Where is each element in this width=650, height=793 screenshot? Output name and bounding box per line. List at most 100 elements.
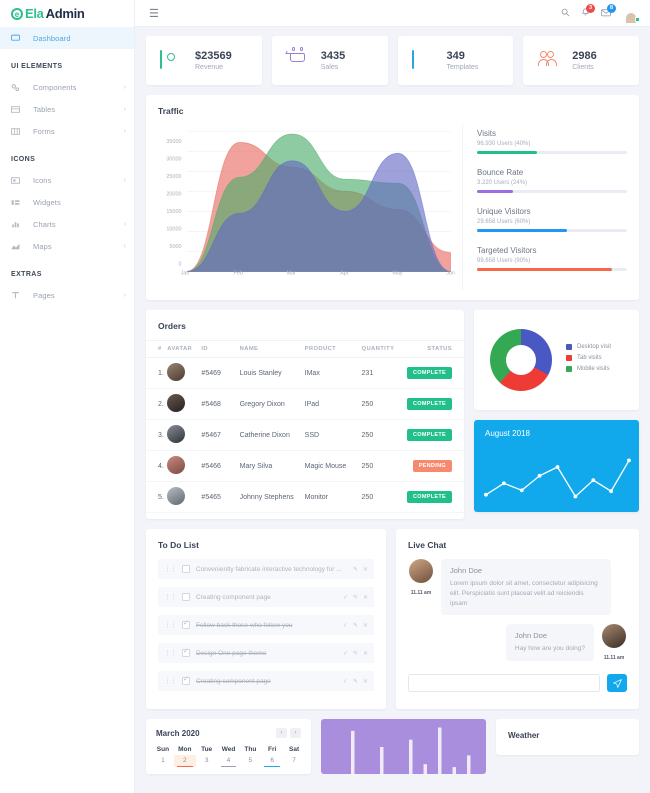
todo-text: Design One page theme: [196, 649, 267, 657]
list-item[interactable]: ⋮⋮ Conveniently fabricate interactive te…: [158, 559, 374, 579]
brand-text-secondary: Admin: [45, 6, 85, 21]
chevron-right-icon: ›: [123, 83, 126, 91]
table-row[interactable]: 5. #5465 Johnny Stephens Monitor 250 COM…: [146, 481, 464, 513]
edit-icon[interactable]: ✎: [352, 566, 358, 573]
stat-label: Revenue: [195, 64, 224, 71]
table-row[interactable]: 1. #5469 Louis Stanley IMax 231 COMPLETE: [146, 357, 464, 389]
chat-timestamp: 11.11 am: [410, 590, 432, 596]
row-product: IPad: [304, 388, 362, 420]
drag-handle-icon[interactable]: ⋮⋮: [164, 650, 177, 657]
check-icon[interactable]: ✓: [342, 678, 348, 685]
sidebar-item-components[interactable]: Components ›: [0, 76, 134, 98]
table-row[interactable]: 2. #5468 Gregory Dixon IPad 250 COMPLETE: [146, 388, 464, 420]
progress-subtitle: 96.930 Users (40%): [477, 141, 531, 147]
topbar-actions: 3 8: [561, 3, 640, 22]
row-avatar: [167, 450, 202, 482]
row-status: COMPLETE: [407, 388, 464, 420]
calendar-day[interactable]: 4: [218, 755, 240, 767]
drag-handle-icon[interactable]: ⋮⋮: [164, 594, 177, 601]
check-icon[interactable]: ✓: [342, 622, 348, 629]
todo-chat-row: To Do List ⋮⋮ Conveniently fabricate int…: [146, 529, 639, 709]
calendar-day[interactable]: 2: [173, 755, 196, 767]
search-icon[interactable]: [561, 8, 570, 19]
chat-title: Live Chat: [408, 540, 447, 550]
todo-checkbox[interactable]: [182, 675, 190, 685]
progress-track: [477, 229, 627, 232]
calendar-day[interactable]: 6: [261, 755, 283, 767]
close-icon[interactable]: ✕: [362, 650, 368, 657]
table-row[interactable]: 4. #5466 Mary Silva Magic Mouse 250 PEND…: [146, 450, 464, 482]
sidebar-item-charts[interactable]: Charts ›: [0, 213, 134, 235]
calendar-nav: ‹ ›: [276, 728, 301, 738]
list-item[interactable]: ⋮⋮ Follow back those who follow you ✓ ✎ …: [158, 615, 374, 635]
weather-title: Weather: [508, 731, 540, 740]
status-badge: PENDING: [412, 460, 452, 472]
envelope-icon[interactable]: 8: [601, 3, 616, 19]
stat-card-clients[interactable]: 2986 Clients: [523, 36, 639, 85]
calendar-day[interactable]: 1: [161, 757, 165, 764]
close-icon[interactable]: ✕: [362, 678, 368, 685]
calendar-dow: Fri: [268, 746, 277, 753]
edit-icon[interactable]: ✎: [352, 678, 358, 685]
drag-handle-icon[interactable]: ⋮⋮: [164, 566, 177, 573]
sidebar-section-icons: ICONS: [11, 156, 36, 163]
chevron-right-icon: ›: [123, 242, 126, 250]
calendar-next-button[interactable]: ›: [290, 728, 301, 738]
sidebar-item-widgets[interactable]: Widgets: [0, 191, 134, 213]
check-icon[interactable]: ✓: [342, 650, 348, 657]
check-icon[interactable]: ✓: [342, 594, 348, 601]
row-name: Mary Silva: [239, 450, 305, 482]
sidebar-item-pages[interactable]: Pages ›: [0, 284, 134, 306]
todo-text: Conveniently fabricate interactive techn…: [196, 565, 342, 573]
sidebar-item-tables[interactable]: Tables ›: [0, 98, 134, 120]
stat-card-sales[interactable]: 3435 Sales: [271, 36, 388, 85]
legend-label: Mobile visits: [577, 365, 610, 372]
hamburger-icon[interactable]: ☰: [149, 7, 159, 20]
stat-card-revenue[interactable]: $23569 Revenue: [146, 36, 262, 85]
avatar: [167, 487, 186, 505]
todo-checkbox[interactable]: [182, 593, 190, 601]
edit-icon[interactable]: ✎: [352, 594, 358, 601]
close-icon[interactable]: ✕: [362, 622, 368, 629]
brand-logo[interactable]: e Ela Admin: [0, 0, 134, 27]
avatar[interactable]: [622, 4, 640, 22]
drag-handle-icon[interactable]: ⋮⋮: [164, 622, 177, 629]
todo-title: To Do List: [158, 540, 199, 550]
calendar-day[interactable]: 7: [292, 757, 296, 764]
list-item[interactable]: ⋮⋮ Design One page theme ✓ ✎ ✕: [158, 643, 374, 663]
send-button[interactable]: [607, 674, 627, 693]
legend-item-desktop: Desktop visit: [566, 343, 611, 350]
calendar-day[interactable]: 3: [204, 757, 209, 764]
sidebar-item-icons[interactable]: Icons ›: [0, 169, 134, 191]
table-row[interactable]: 3. #5467 Catherine Dixon SSD 250 COMPLET…: [146, 419, 464, 451]
edit-icon[interactable]: ✎: [352, 650, 358, 657]
sidebar-item-dashboard[interactable]: Dashboard: [0, 27, 134, 49]
widgets-icon: [11, 198, 23, 207]
stat-card-templates[interactable]: 349 Templates: [397, 36, 514, 85]
avatar: [167, 456, 186, 474]
drag-handle-icon[interactable]: ⋮⋮: [164, 678, 177, 685]
main-area: ☰ 3 8: [135, 0, 650, 793]
row-product: IMax: [304, 357, 362, 389]
todo-checkbox[interactable]: [182, 647, 190, 657]
sidebar-item-forms[interactable]: Forms ›: [0, 120, 134, 142]
progress-title: Targeted Visitors: [477, 246, 537, 255]
progress-fill: [477, 268, 612, 271]
chat-bubble: John Doe Lorem ipsum dolor sit amet, con…: [441, 559, 611, 616]
calendar-prev-button[interactable]: ‹: [276, 728, 287, 738]
chat-input[interactable]: [408, 674, 600, 693]
column-header: QUANTITY: [361, 340, 408, 358]
donut-hole: [506, 345, 536, 375]
todo-checkbox[interactable]: [182, 619, 190, 629]
calendar-day[interactable]: 5: [248, 757, 253, 764]
close-icon[interactable]: ✕: [362, 594, 368, 601]
close-icon[interactable]: ✕: [362, 566, 368, 573]
list-item[interactable]: ⋮⋮ Creating component page ✓ ✎ ✕: [158, 671, 374, 691]
edit-icon[interactable]: ✎: [352, 622, 358, 629]
sidebar-item-maps[interactable]: Maps ›: [0, 235, 134, 257]
bell-icon[interactable]: 3: [581, 3, 595, 19]
list-item[interactable]: ⋮⋮ Creating component page ✓ ✎ ✕: [158, 587, 374, 607]
status-badge: COMPLETE: [407, 491, 452, 503]
todo-checkbox[interactable]: [182, 565, 190, 573]
online-status-indicator: [635, 17, 640, 22]
